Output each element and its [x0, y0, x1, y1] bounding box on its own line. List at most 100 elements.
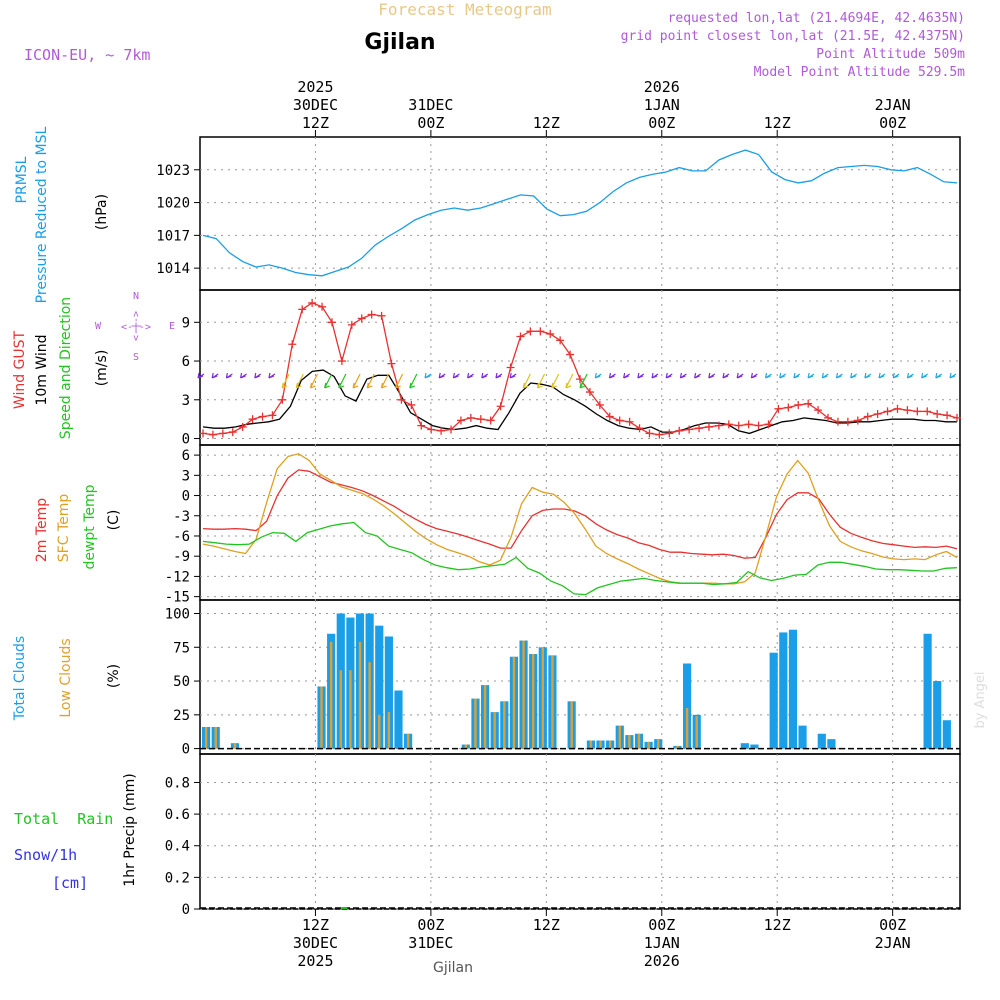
gust-marker [288, 340, 297, 349]
y-tick-labels: 10141017102010230369-15-12-9-6-303602550… [156, 163, 190, 918]
gust-marker [506, 363, 515, 372]
low-cloud-bar [503, 701, 506, 749]
total-cloud-bar [779, 632, 788, 749]
wind-direction-arrow [366, 373, 375, 389]
low-cloud-bar [512, 656, 516, 749]
gust-marker [754, 421, 763, 430]
low-cloud-bar [618, 725, 621, 749]
gust-marker [268, 411, 277, 420]
gust-marker [714, 421, 723, 430]
wind-direction-arrow [295, 373, 304, 389]
gust-marker [278, 395, 287, 404]
compass-n: N [133, 291, 139, 302]
wind-direction-arrow [409, 373, 418, 389]
temp-title-line2: SFC Temp [56, 494, 72, 563]
compass-e: E [169, 321, 175, 332]
gust-marker [318, 302, 327, 311]
gust-marker [585, 388, 594, 397]
wind-direction-arrow [225, 372, 233, 379]
total-cloud-bar [788, 629, 798, 749]
y-tick-label: 6 [182, 448, 190, 464]
gust-marker [804, 399, 813, 408]
y-tick-label: 50 [173, 674, 190, 690]
total-cloud-bar [394, 690, 403, 749]
footer-location: Gjilan [433, 960, 473, 976]
y-tick-label: 9 [182, 315, 190, 331]
wind-direction-arrow [835, 372, 843, 379]
y-tick-label: 1014 [156, 261, 190, 277]
top-time-label: 00Z [417, 114, 444, 132]
wind-direction-arrow [452, 372, 460, 379]
total-cloud-bar [740, 743, 749, 749]
gust-marker [367, 310, 376, 319]
low-cloud-bar [214, 726, 217, 749]
total-cloud-bar [375, 625, 384, 749]
low-cloud-bar [358, 641, 362, 749]
gust-marker [308, 298, 317, 307]
gust-marker [327, 318, 336, 327]
wind-direction-arrow [352, 373, 361, 389]
model-altitude: Model Point Altitude 529.5m [754, 65, 965, 80]
gust-marker [625, 417, 634, 426]
gust-marker [337, 357, 346, 366]
wind-direction-arrow [338, 373, 347, 389]
wind-direction-arrow [395, 373, 404, 389]
gust-marker [655, 430, 664, 439]
gust-marker [377, 311, 386, 320]
pressure-series [202, 149, 958, 277]
low-cloud-bar [608, 740, 612, 749]
y-tick-label: 0 [182, 742, 190, 758]
gust-marker [933, 410, 942, 418]
wind-direction-arrow [324, 373, 333, 389]
cloud-title: Total Clouds Low Clouds (%) [12, 636, 122, 721]
bottom-time-label: 12Z [302, 916, 329, 934]
low-cloud-bar [204, 726, 208, 749]
low-cloud-bar [570, 701, 573, 749]
gust-marker [456, 416, 465, 425]
gust-marker [675, 426, 684, 435]
total-cloud-bar [827, 739, 836, 749]
low-cloud-bar [233, 743, 237, 749]
top-time-label: 1JAN [644, 96, 680, 114]
compass-rose: N <-|-> S W <-|-> E [95, 291, 175, 363]
gust-marker [645, 429, 654, 438]
gust-marker [744, 420, 753, 429]
cloud-unit: (%) [106, 664, 122, 688]
gust-marker [853, 416, 862, 425]
top-time-label: 30DEC [293, 96, 338, 114]
gust-marker [833, 417, 842, 426]
wind-title-line1: Wind GUST [12, 330, 28, 409]
total-cloud-bar [798, 725, 807, 749]
gust-marker [913, 407, 922, 416]
low-cloud-bar [378, 714, 381, 749]
wind-direction-arrow [906, 372, 914, 379]
gust-marker [814, 406, 823, 415]
y-tick-label: 0.4 [165, 839, 190, 855]
top-time-label: 00Z [648, 114, 675, 132]
top-time-label: 12Z [302, 114, 329, 132]
wind-direction-arrow [197, 372, 205, 379]
y-tick-label: 3 [182, 393, 190, 409]
gust-marker [357, 314, 366, 323]
y-tick-label: -6 [173, 529, 190, 545]
top-time-label: 2026 [644, 78, 680, 96]
gust-marker [724, 420, 733, 429]
temp-title-line1: 2m Temp [34, 498, 50, 562]
wind-direction-arrow [239, 372, 247, 379]
pressure-title-line2: Pressure Reduced to MSL [34, 126, 50, 303]
temp-series [202, 453, 958, 596]
gust-marker [685, 425, 694, 434]
temp-title-line3: dewpt Temp [82, 484, 98, 569]
y-tick-label: -12 [165, 569, 190, 585]
wind-direction-arrow [309, 373, 319, 389]
wind-direction-arrow [522, 373, 531, 389]
low-cloud-bar [483, 685, 487, 749]
gust-marker [387, 359, 396, 368]
wind-direction-arrow [821, 372, 829, 379]
gust-marker [248, 415, 257, 424]
gust-marker [903, 406, 912, 415]
gust-marker [447, 425, 456, 434]
gust-marker [526, 327, 535, 336]
wind-direction-arrow [779, 372, 787, 379]
panel-frame [199, 599, 961, 755]
